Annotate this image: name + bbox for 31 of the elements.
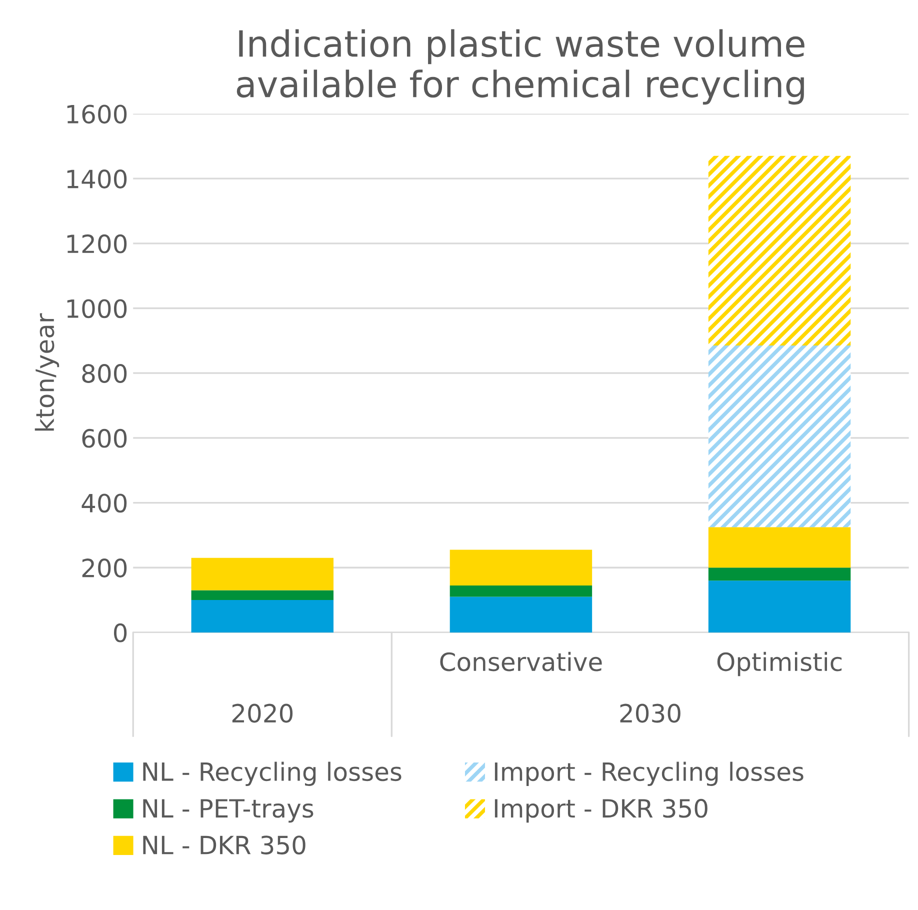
text: 2030 [620,704,680,723]
bar [191,558,334,590]
y-tick-label: 400 [82,494,127,513]
bar [191,590,334,600]
y-tick-label: 600 [82,428,127,448]
y-tick-label: 200 [82,558,127,578]
legend-label: NL - DKR 350 [143,836,306,854]
x-tick-label: Conservative [440,652,602,672]
legend-label: NL - PET-trays [143,799,314,823]
bar [708,527,851,568]
bar [708,156,851,346]
chart-title: Indication plastic waste volume available for chemical recycling [236,29,804,105]
legend-label: NL - Recycling losses [143,762,402,786]
bar [708,580,851,632]
bar [450,550,592,586]
y-tick-label: 1200 [67,234,127,254]
bar [450,596,592,632]
bar [450,585,592,597]
x-tick-label: Optimistic [717,652,842,676]
legend-label: Import - Recycling losses [494,762,804,786]
y-tick-label: 1600 [67,104,127,124]
y-tick-label: 0 [114,623,127,642]
y-tick-label: 1400 [67,170,127,188]
text: 2020 [232,704,293,723]
bar [708,346,851,528]
y-tick-label: 1000 [67,299,127,318]
y-axis-title: kton/year [34,313,60,431]
legend-label: Import - DKR 350 [494,798,708,823]
bar [708,568,851,581]
y-tick-label: 800 [82,364,127,383]
bar [191,600,334,632]
